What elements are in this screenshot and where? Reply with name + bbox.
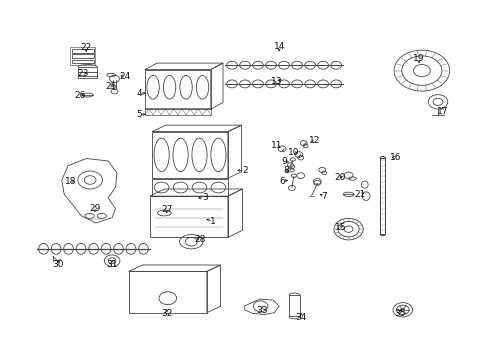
Text: 11: 11: [270, 141, 282, 150]
Text: 4: 4: [136, 89, 142, 98]
Text: 28: 28: [195, 235, 206, 244]
Text: 33: 33: [256, 306, 268, 315]
Bar: [72, 59, 94, 63]
Text: 35: 35: [394, 309, 406, 318]
Text: 31: 31: [106, 260, 118, 269]
Text: 17: 17: [437, 107, 448, 116]
Text: 21: 21: [354, 190, 366, 199]
Text: 6: 6: [279, 176, 285, 185]
Text: 32: 32: [161, 309, 172, 318]
Text: 16: 16: [390, 153, 401, 162]
Bar: [72, 49, 94, 53]
Text: 29: 29: [89, 204, 100, 213]
Text: 34: 34: [295, 313, 307, 322]
Text: 9: 9: [282, 157, 288, 166]
Text: 27: 27: [161, 205, 172, 214]
Bar: [145, 108, 211, 116]
Text: 22: 22: [80, 43, 92, 52]
Text: 26: 26: [74, 90, 86, 99]
Text: 23: 23: [77, 69, 89, 78]
Text: 7: 7: [321, 192, 327, 201]
Text: 14: 14: [273, 42, 285, 51]
Bar: [152, 179, 228, 196]
Bar: [289, 296, 300, 316]
Text: 10: 10: [288, 148, 299, 157]
Bar: [78, 67, 98, 78]
Text: 1: 1: [210, 217, 216, 226]
Text: 5: 5: [136, 110, 142, 119]
Text: 13: 13: [271, 77, 283, 86]
Text: 3: 3: [202, 193, 208, 202]
Text: 20: 20: [335, 173, 346, 182]
Text: 30: 30: [52, 260, 64, 269]
Text: 18: 18: [65, 176, 76, 185]
Text: 15: 15: [335, 223, 346, 232]
Text: 12: 12: [309, 136, 320, 145]
Text: 2: 2: [242, 166, 248, 175]
Text: 19: 19: [413, 54, 425, 63]
Text: 25: 25: [105, 82, 116, 91]
Bar: [72, 54, 94, 58]
Text: 24: 24: [119, 72, 130, 81]
Bar: [70, 47, 96, 65]
Text: 8: 8: [283, 166, 289, 175]
